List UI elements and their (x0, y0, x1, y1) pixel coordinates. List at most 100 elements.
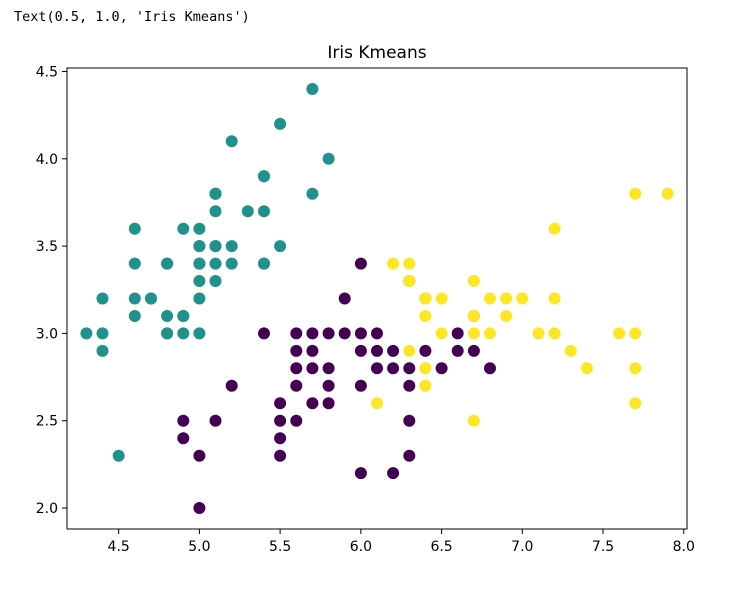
data-point (225, 257, 238, 270)
y-axis: 2.0 2.5 3.0 3.5 4.0 4.5 (36, 64, 67, 517)
data-point (306, 187, 319, 200)
x-tick-label: 6.0 (350, 539, 372, 555)
data-point (371, 397, 383, 410)
data-point (193, 240, 206, 253)
data-point (484, 327, 496, 340)
data-point (419, 344, 432, 357)
data-point (96, 327, 109, 340)
data-point (322, 362, 335, 375)
data-point (193, 257, 206, 270)
data-point (209, 240, 222, 253)
data-point (467, 310, 480, 322)
data-point (629, 187, 642, 200)
data-point (193, 222, 206, 235)
data-point (306, 397, 319, 410)
y-tick-label: 4.5 (36, 64, 58, 80)
data-point (403, 275, 416, 287)
data-point (274, 449, 287, 462)
data-point (193, 292, 206, 305)
x-tick-label: 6.5 (430, 539, 452, 555)
data-point (387, 257, 400, 270)
data-point (258, 205, 270, 218)
data-point (354, 467, 367, 480)
data-point (516, 292, 529, 305)
x-tick-label: 7.5 (592, 539, 614, 555)
data-point (193, 275, 206, 287)
data-point (128, 257, 141, 270)
data-point (371, 344, 383, 357)
data-point (548, 222, 561, 235)
data-point (128, 310, 141, 322)
data-point (354, 379, 367, 392)
data-point (371, 327, 383, 340)
points-layer (80, 83, 674, 514)
data-point (274, 414, 287, 427)
y-tick-label: 3.0 (36, 326, 58, 342)
data-point (306, 344, 319, 357)
data-point (629, 397, 642, 410)
data-point (145, 292, 157, 305)
data-point (290, 327, 303, 340)
data-point (177, 414, 190, 427)
data-point (258, 170, 270, 183)
data-point (435, 362, 448, 375)
data-point (403, 414, 416, 427)
data-point (419, 292, 432, 305)
data-point (435, 327, 448, 340)
data-point (564, 344, 577, 357)
data-point (484, 292, 496, 305)
data-point (354, 257, 367, 270)
data-point (354, 344, 367, 357)
data-point (403, 362, 416, 375)
data-point (96, 292, 109, 305)
data-point (80, 327, 93, 340)
data-point (193, 327, 206, 340)
data-point (580, 362, 593, 375)
y-tick-label: 3.5 (36, 239, 58, 255)
data-point (161, 327, 174, 340)
y-tick-label: 2.5 (36, 414, 58, 430)
data-point (241, 205, 254, 218)
data-point (548, 327, 561, 340)
data-point (225, 240, 238, 253)
data-point (322, 397, 335, 410)
data-point (177, 222, 190, 235)
data-point (403, 449, 416, 462)
data-point (96, 344, 109, 357)
data-point (290, 344, 303, 357)
data-point (193, 449, 206, 462)
data-point (274, 397, 287, 410)
data-point (209, 187, 222, 200)
data-point (613, 327, 626, 340)
data-point (290, 414, 303, 427)
data-point (177, 432, 190, 445)
data-point (387, 344, 400, 357)
data-point (661, 187, 674, 200)
data-point (322, 327, 335, 340)
x-tick-label: 5.0 (188, 539, 210, 555)
data-point (322, 379, 335, 392)
data-point (177, 310, 190, 322)
data-point (128, 292, 141, 305)
data-point (274, 117, 287, 130)
data-point (532, 327, 545, 340)
data-point (209, 257, 222, 270)
data-point (209, 275, 222, 287)
data-point (338, 327, 351, 340)
data-point (500, 310, 513, 322)
y-tick-label: 4.0 (36, 152, 58, 168)
data-point (306, 83, 319, 95)
data-point (209, 414, 222, 427)
data-point (177, 327, 190, 340)
x-tick-label: 8.0 (673, 539, 695, 555)
data-point (225, 379, 238, 392)
data-point (258, 257, 270, 270)
data-point (451, 327, 464, 340)
data-point (435, 292, 448, 305)
y-tick-label: 2.0 (36, 501, 58, 517)
data-point (306, 327, 319, 340)
data-point (128, 222, 141, 235)
data-point (387, 467, 400, 480)
data-point (225, 135, 238, 148)
